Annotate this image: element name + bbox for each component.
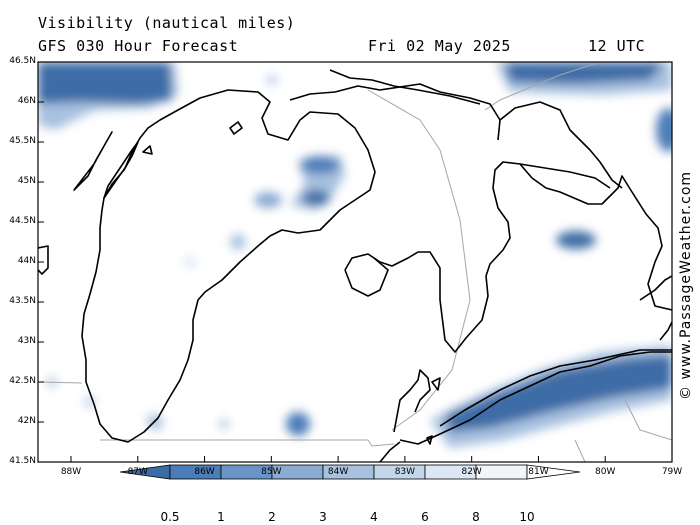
colorbar-level-label: 0.5 [160, 510, 180, 524]
lon-label: 85W [261, 467, 282, 477]
colorbar-level-label: 3 [319, 510, 327, 524]
colorbar-level-label: 6 [421, 510, 429, 524]
lon-label: 86W [194, 467, 215, 477]
lon-label: 87W [127, 467, 148, 477]
colorbar-level-label: 10 [519, 510, 535, 524]
lat-label: 46N [17, 96, 36, 106]
lon-label: 83W [394, 467, 416, 477]
axis-ticks [38, 61, 673, 463]
visibility-colorbar [119, 464, 581, 480]
lat-label: 46.5N [9, 56, 36, 66]
lat-label: 44N [17, 256, 36, 266]
lat-label: 43.5N [9, 296, 36, 306]
colorbar-level-label: 4 [370, 510, 378, 524]
lon-label: 81W [528, 467, 549, 477]
political-borders [38, 62, 672, 462]
forecast-time: 12 UTC [588, 37, 646, 55]
lat-label: 44.5N [9, 216, 36, 226]
model-forecast-label: GFS 030 Hour Forecast [38, 37, 239, 55]
lat-label: 41.5N [9, 456, 36, 466]
forecast-date: Fri 02 May 2025 [368, 37, 511, 55]
visibility-shading [38, 62, 672, 448]
lat-label: 42N [17, 416, 36, 426]
colorbar-level-label: 1 [217, 510, 225, 524]
map-title: Visibility (nautical miles) [38, 14, 296, 32]
lon-label: 80W [595, 467, 616, 477]
lon-label: 79W [661, 467, 683, 477]
lon-label: 88W [60, 467, 82, 477]
lat-label: 45.5N [9, 136, 36, 146]
colorbar-level-label: 2 [268, 510, 276, 524]
lon-label: 82W [461, 467, 482, 477]
lat-label: 42.5N [9, 376, 36, 386]
lat-label: 45N [17, 176, 36, 186]
lon-label: 84W [327, 467, 349, 477]
credit-text: © www.PassageWeather.com [678, 170, 694, 400]
coastlines [38, 69, 672, 462]
lat-label: 43N [17, 336, 36, 346]
colorbar-segment-gt-10 [526, 464, 581, 480]
colorbar-level-label: 8 [472, 510, 480, 524]
